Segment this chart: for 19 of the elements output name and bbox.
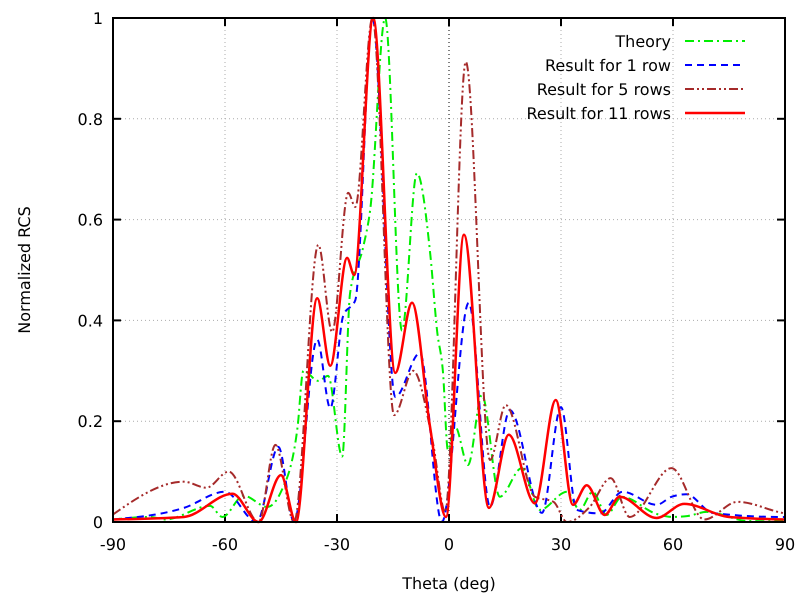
- x-tick-label: -30: [324, 535, 350, 554]
- y-axis-title: Normalized RCS: [15, 206, 34, 334]
- legend-label: Theory: [614, 32, 671, 51]
- x-tick-label: -60: [212, 535, 238, 554]
- x-tick-label: 90: [774, 535, 796, 554]
- y-tick-label: 1: [92, 9, 103, 28]
- y-tick-label: 0: [92, 513, 103, 532]
- x-tick-label: 30: [550, 535, 572, 554]
- x-tick-label: 60: [662, 535, 684, 554]
- x-axis-title: Theta (deg): [401, 574, 496, 593]
- y-tick-label: 0.4: [78, 311, 103, 330]
- y-tick-label: 0.8: [78, 110, 103, 129]
- legend-label: Result for 5 rows: [536, 80, 671, 99]
- x-tick-label: -90: [100, 535, 126, 554]
- y-tick-label: 0.6: [78, 210, 103, 230]
- legend-label: Result for 11 rows: [526, 104, 671, 123]
- legend-label: Result for 1 row: [545, 56, 671, 75]
- x-tick-label: 0: [444, 535, 454, 554]
- y-tick-label: 0.2: [78, 412, 103, 432]
